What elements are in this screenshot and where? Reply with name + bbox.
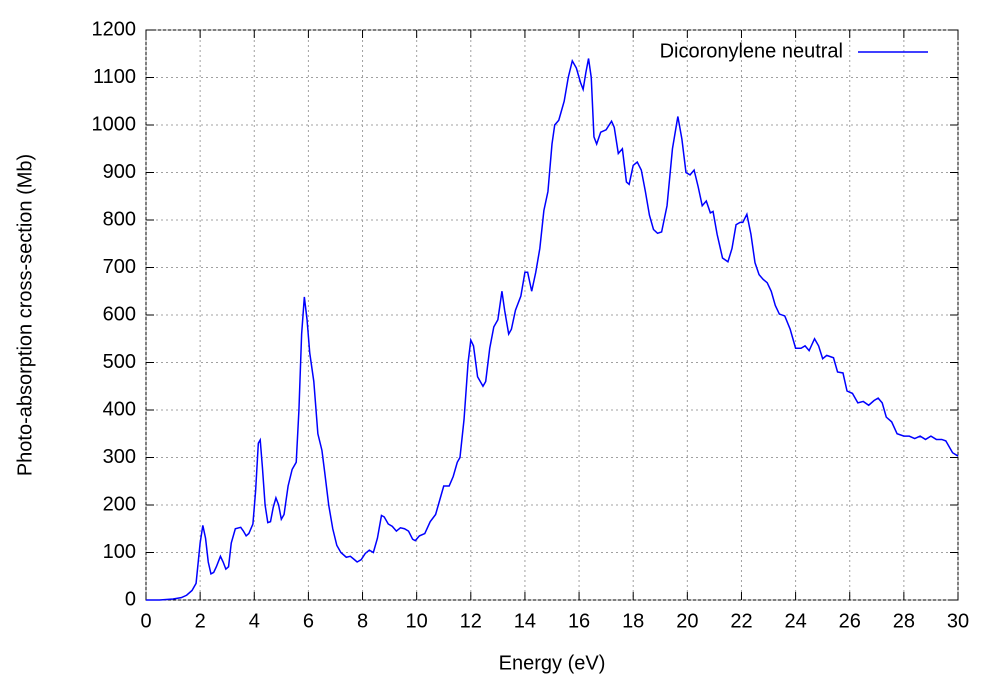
x-tick-label: 6	[303, 610, 314, 632]
x-tick-label: 20	[676, 610, 698, 632]
x-tick-label: 30	[947, 610, 969, 632]
x-tick-label: 14	[514, 610, 536, 632]
y-tick-label: 600	[103, 303, 136, 325]
x-tick-label: 18	[622, 610, 644, 632]
y-tick-label: 1100	[93, 66, 136, 88]
y-tick-label: 500	[103, 351, 136, 373]
x-tick-label: 10	[406, 610, 428, 632]
x-tick-label: 0	[140, 610, 151, 632]
x-tick-label: 4	[249, 610, 260, 632]
x-tick-label: 28	[893, 610, 915, 632]
x-tick-label: 26	[839, 610, 861, 632]
x-tick-label: 24	[784, 610, 806, 632]
x-tick-label: 12	[460, 610, 482, 632]
y-tick-label: 0	[125, 588, 136, 610]
y-tick-label: 1200	[92, 18, 137, 40]
y-tick-label: 100	[103, 541, 136, 563]
y-tick-label: 800	[103, 208, 136, 230]
x-tick-label: 2	[195, 610, 206, 632]
y-tick-label: 400	[103, 398, 136, 420]
y-tick-label: 200	[103, 493, 136, 515]
x-axis-label: Energy (eV)	[499, 652, 606, 674]
y-tick-label: 700	[103, 256, 136, 278]
x-tick-label: 22	[730, 610, 752, 632]
y-tick-label: 1000	[92, 113, 137, 135]
x-tick-label: 8	[357, 610, 368, 632]
y-tick-label: 900	[103, 161, 136, 183]
data-line	[146, 58, 959, 601]
x-tick-label: 16	[568, 610, 590, 632]
y-axis-label: Photo-absorption cross-section (Mb)	[14, 154, 36, 476]
y-tick-label: 300	[103, 446, 136, 468]
legend-label: Dicoronylene neutral	[660, 40, 843, 62]
